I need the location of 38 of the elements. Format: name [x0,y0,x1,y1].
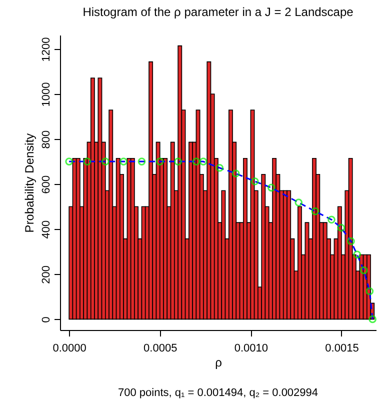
y-tick-label: 800 [40,130,52,149]
point [101,158,110,166]
point [83,158,92,166]
y-tick-label: 200 [40,265,52,284]
point [294,198,303,206]
point [65,158,73,166]
y-tick-label: 600 [40,175,52,194]
y-tick-label: 400 [40,220,52,239]
point [337,224,346,232]
x-tick-label: 0.0000 [52,342,86,354]
line-series [68,160,374,320]
point [174,158,182,166]
point [347,237,355,246]
point [232,170,240,178]
y-axis-title: Probability Density [22,133,36,233]
point [250,177,259,186]
point [199,158,208,166]
point [311,207,320,216]
chart-title: Histogram of the ρ parameter in a J = 2 Landscape [82,5,354,19]
point [328,216,336,224]
y-tick-label: 1200 [40,37,52,62]
y-tick-label: 0 [40,316,52,323]
point [156,158,164,166]
point [192,158,200,166]
point [216,164,224,172]
x-axis-title: ρ [215,356,222,370]
point [353,250,362,258]
point [368,315,376,324]
x-tick-label: 0.0010 [234,342,268,354]
x-tick-label: 0.0015 [325,342,359,354]
point [360,266,368,274]
y-tick-label: 1000 [40,82,52,107]
point [138,158,146,166]
text: 700 points, q₁ = 0.001494, q₂ = 0.002994 [118,387,318,399]
point [120,158,128,166]
x-tick-label: 0.0005 [144,342,178,354]
point [366,287,374,296]
point [267,184,276,192]
